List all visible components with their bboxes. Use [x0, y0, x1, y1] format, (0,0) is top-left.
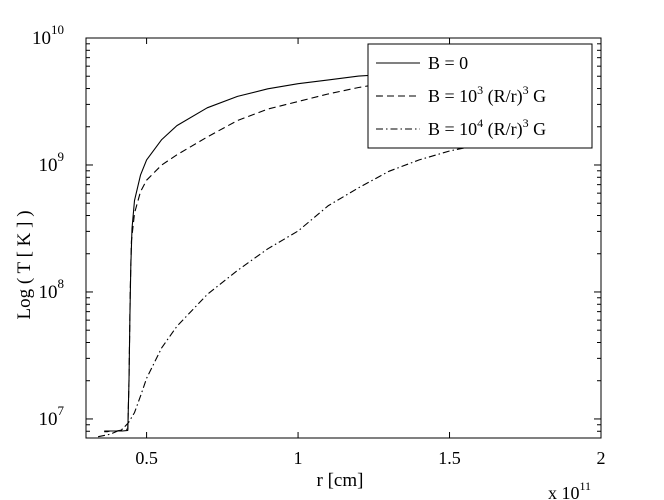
plot-area [85, 37, 602, 439]
series-line-3 [97, 144, 480, 438]
legend-text: G [529, 86, 547, 106]
y-tick-exponent: 7 [58, 403, 65, 418]
legend-text: G [529, 119, 547, 139]
y-tick-label: 1010 [32, 22, 64, 49]
legend-label-1: B = 0 [428, 53, 468, 73]
x-tick-label: 1 [294, 448, 303, 468]
legend-label-3: B = 104 (R/r)3 G [428, 116, 546, 140]
y-tick-base: 10 [39, 282, 58, 303]
x-scale-base: x 10 [548, 483, 580, 500]
y-tick-label: 109 [39, 149, 65, 176]
x-axis: 0.5 1 1.5 2 [135, 38, 606, 468]
x-tick-label: 2 [597, 448, 606, 468]
y-tick-exponent: 10 [51, 22, 64, 37]
legend-superscript: 3 [523, 116, 529, 130]
legend-text: (R/r) [483, 119, 523, 140]
legend-box [367, 43, 593, 149]
x-scale-multiplier: x 1011 [548, 479, 591, 500]
y-axis-label: Log ( T [ K ] ) [14, 210, 35, 319]
legend-text: B = 10 [428, 86, 477, 106]
plot-frame [85, 37, 602, 439]
y-tick-label: 108 [39, 276, 65, 303]
x-scale-exponent: 11 [580, 479, 592, 493]
x-tick-label: 0.5 [135, 448, 158, 468]
y-tick-label: 107 [39, 403, 65, 430]
series-layer [97, 73, 480, 438]
legend-label-2: B = 103 (R/r)3 G [428, 83, 546, 107]
y-tick-base: 10 [32, 28, 51, 49]
legend-text: (R/r) [483, 86, 523, 107]
legend-text: B = 0 [428, 53, 468, 73]
y-tick-base: 10 [39, 155, 58, 176]
x-axis-label: r [cm] [317, 470, 364, 491]
legend-superscript: 3 [523, 83, 529, 97]
series-line-2 [104, 79, 414, 432]
legend-superscript: 3 [477, 83, 483, 97]
y-tick-exponent: 9 [58, 149, 65, 164]
legend-superscript: 4 [477, 116, 483, 130]
y-tick-base: 10 [39, 409, 58, 430]
legend: B = 0B = 103 (R/r)3 GB = 104 (R/r)3 G [367, 43, 593, 149]
y-tick-exponent: 8 [58, 276, 65, 291]
legend-text: B = 10 [428, 119, 477, 139]
x-tick-label: 1.5 [438, 448, 461, 468]
